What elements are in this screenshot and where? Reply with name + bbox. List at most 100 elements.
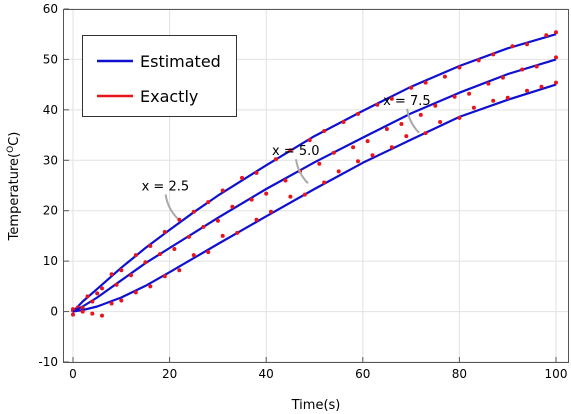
estimated-line <box>72 58 557 313</box>
exact-point <box>249 197 254 202</box>
exact-point <box>90 311 95 316</box>
exact-point <box>157 252 162 257</box>
exact-point <box>389 96 394 101</box>
x-tick-label: 0 <box>69 367 77 381</box>
curve-label-leader <box>406 108 420 134</box>
exact-point <box>201 224 206 229</box>
x-tick-label: 60 <box>355 367 370 381</box>
exact-point <box>119 268 124 273</box>
exact-point <box>129 273 133 278</box>
exact-point <box>486 81 491 86</box>
exact-point <box>177 268 182 273</box>
exact-point <box>302 192 307 197</box>
y-tick-label: 10 <box>43 254 58 268</box>
exact-point <box>220 233 225 238</box>
exact-point <box>114 282 119 287</box>
exact-point <box>433 103 438 108</box>
exact-point <box>539 84 544 89</box>
exact-point <box>254 217 259 222</box>
exact-point <box>331 150 336 155</box>
exact-point <box>389 145 394 150</box>
exact-point <box>307 138 312 143</box>
exact-point <box>418 112 423 117</box>
exact-point <box>109 301 114 306</box>
curve-label: x = 5.0 <box>272 144 320 159</box>
x-tick-label: 100 <box>545 367 568 381</box>
plot-frame <box>63 9 569 363</box>
x-axis-title: Time(s) <box>291 398 341 413</box>
series-group <box>71 55 558 313</box>
exact-point <box>351 145 356 150</box>
y-tick-label: -10 <box>38 355 58 369</box>
exact-point <box>264 191 269 196</box>
series-group <box>71 30 558 313</box>
exact-point <box>109 272 114 277</box>
exact-point <box>370 153 375 158</box>
x-tick-label: 40 <box>259 367 274 381</box>
y-tick-label: 50 <box>43 52 58 66</box>
curve-label-leader <box>295 159 309 184</box>
exact-point <box>525 88 529 93</box>
exact-point <box>269 209 273 214</box>
curve-label-leader <box>164 194 179 220</box>
exact-point <box>230 204 235 209</box>
exact-point <box>322 129 327 133</box>
exact-point <box>133 253 138 258</box>
exact-point <box>100 313 104 318</box>
exact-point <box>534 64 539 69</box>
exact-point <box>240 175 244 180</box>
curve-label: x = 7.5 <box>383 94 431 109</box>
estimated-line <box>72 83 557 313</box>
exact-point <box>143 260 148 265</box>
legend-box <box>82 35 237 117</box>
exact-point <box>510 44 515 49</box>
exact-point <box>423 80 428 85</box>
exact-point <box>491 52 496 57</box>
exact-point <box>273 157 278 162</box>
exact-point <box>85 294 90 299</box>
series <box>71 30 558 318</box>
exact-point <box>452 94 457 99</box>
exact-point <box>356 159 360 164</box>
exact-point <box>471 105 476 110</box>
exact-point <box>215 218 220 223</box>
exact-point <box>283 178 288 183</box>
y-tick-label: 20 <box>43 204 58 218</box>
exact-point <box>162 229 167 234</box>
exact-point <box>322 180 327 185</box>
exact-point <box>438 120 443 124</box>
exact-point <box>191 253 196 258</box>
exact-point <box>384 127 389 131</box>
exact-point <box>457 65 462 70</box>
exact-point <box>476 58 481 63</box>
y-tick-label: 0 <box>50 305 58 319</box>
exact-point <box>554 55 558 60</box>
exact-point <box>467 91 472 96</box>
estimated-line <box>72 33 557 313</box>
exact-point <box>80 309 85 314</box>
exact-point <box>491 98 496 103</box>
x-tick-label: 20 <box>162 367 177 381</box>
exact-point <box>356 111 360 116</box>
exact-point <box>317 161 322 166</box>
exact-point <box>162 274 167 279</box>
exact-point <box>206 200 211 205</box>
exact-point <box>409 85 414 90</box>
exact-point <box>172 247 177 251</box>
exact-point <box>404 134 409 139</box>
exact-point <box>220 188 225 193</box>
exact-point <box>100 286 104 291</box>
y-tick-label: 40 <box>43 103 58 117</box>
legend: Estimated Exactly <box>82 35 237 117</box>
x-tick-label: 80 <box>452 367 467 381</box>
y-tick-label: 60 <box>43 2 58 16</box>
ticks: 0 20 40 60 80 100 -10 0 10 20 30 40 50 60 <box>38 2 567 381</box>
exact-point <box>95 291 100 296</box>
exact-point <box>71 312 75 317</box>
exact-point <box>288 194 293 199</box>
exact-point <box>520 67 525 72</box>
curve-label: x = 2.5 <box>142 180 190 195</box>
exact-point <box>525 42 529 47</box>
exact-point <box>423 131 428 136</box>
